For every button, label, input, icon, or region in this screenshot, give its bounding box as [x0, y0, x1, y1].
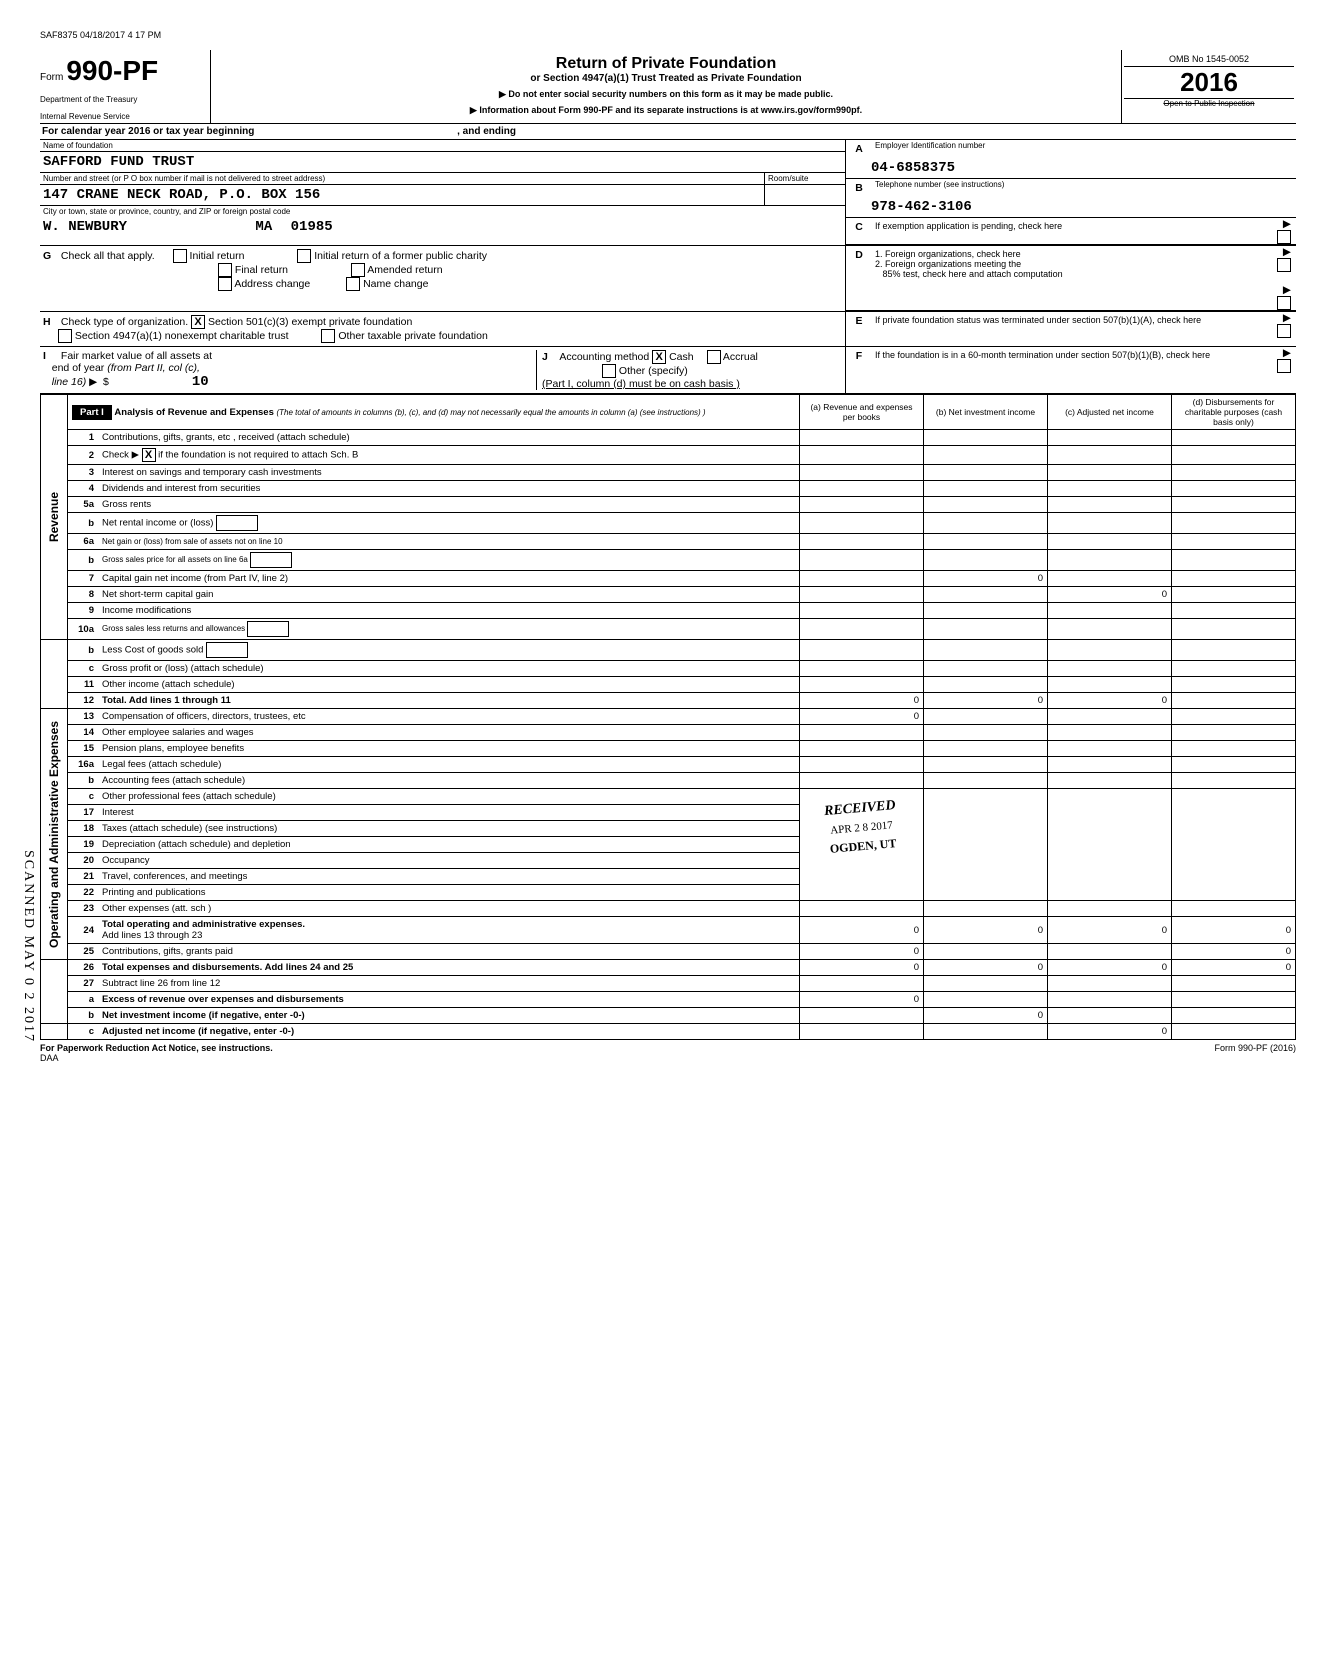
j-other-checkbox[interactable]: [602, 364, 616, 378]
form-number: 990-PF: [66, 55, 158, 87]
g-amended[interactable]: [351, 263, 365, 277]
scanned-stamp: SCANNED MAY 0 2 2017: [20, 850, 36, 1043]
j-accrual-checkbox[interactable]: [707, 350, 721, 364]
form-subtitle: or Section 4947(a)(1) Trust Treated as P…: [216, 73, 1116, 84]
street-address: 147 CRANE NECK ROAD, P.O. BOX 156: [40, 185, 764, 205]
box-d-letter: D: [846, 246, 872, 310]
phone-value: 978-462-3106: [846, 197, 1296, 217]
box-f-text: If the foundation is in a 60-month termi…: [872, 347, 1271, 373]
box-a-label: Employer Identification number: [872, 140, 1296, 158]
part1-table: Revenue Part I Analysis of Revenue and E…: [40, 394, 1296, 1040]
col-d-header: (d) Disbursements for charitable purpose…: [1172, 395, 1296, 430]
j-cash-checkbox[interactable]: [652, 350, 666, 364]
ein-value: 04-6858375: [846, 158, 1296, 178]
form-note-2: ▶ Information about Form 990-PF and its …: [216, 105, 1116, 116]
name-label: Name of foundation: [40, 140, 845, 152]
box-c-checkbox[interactable]: [1277, 230, 1291, 244]
box-c-text: If exemption application is pending, che…: [872, 218, 1271, 244]
box-c-letter: C: [846, 218, 872, 244]
dept-treasury: Department of the Treasury: [40, 95, 205, 104]
part1-title: Part I: [72, 405, 112, 420]
box-e-checkbox[interactable]: [1277, 324, 1291, 338]
h-501c3-checkbox[interactable]: [191, 315, 205, 329]
section-h: H Check type of organization. Section 50…: [40, 312, 845, 346]
footer: For Paperwork Reduction Act Notice, see …: [40, 1043, 1296, 1053]
section-g: G Check all that apply. Initial return I…: [40, 246, 845, 311]
col-b-header: (b) Net investment income: [924, 395, 1048, 430]
h-other-checkbox[interactable]: [321, 329, 335, 343]
col-c-header: (c) Adjusted net income: [1048, 395, 1172, 430]
revenue-side-label: Revenue: [45, 487, 63, 547]
g-initial-former[interactable]: [297, 249, 311, 263]
form-label: Form: [40, 72, 63, 83]
inspection-note: Open to Public Inspection: [1124, 99, 1294, 108]
box-d2-checkbox[interactable]: [1277, 296, 1291, 310]
fmv-value: 10: [112, 374, 209, 390]
form-header: Form 990-PF Department of the Treasury I…: [40, 50, 1296, 124]
box-d1-checkbox[interactable]: [1277, 258, 1291, 272]
form-note-1: ▶ Do not enter social security numbers o…: [216, 89, 1116, 100]
foundation-name: SAFFORD FUND TRUST: [40, 152, 845, 172]
received-stamp: RECEIVED APR 2 8 2017 OGDEN, UT: [802, 796, 921, 859]
room-label: Room/suite: [765, 173, 845, 185]
g-initial-return[interactable]: [173, 249, 187, 263]
g-address-change[interactable]: [218, 277, 232, 291]
omb-number: OMB No 1545-0052: [1124, 52, 1294, 67]
box-d2-text: Foreign organizations meeting the: [885, 259, 1021, 269]
city-label: City or town, state or province, country…: [40, 206, 845, 217]
box-d1-text: Foreign organizations, check here: [885, 249, 1021, 259]
calendar-year-row: For calendar year 2016 or tax year begin…: [40, 124, 1296, 140]
g-final-return[interactable]: [218, 263, 232, 277]
page-header: SAF8375 04/18/2017 4 17 PM: [40, 30, 1296, 40]
box-f-letter: F: [846, 347, 872, 373]
box-e-letter: E: [846, 312, 872, 338]
box-a-letter: A: [846, 140, 872, 158]
g-name-change[interactable]: [346, 277, 360, 291]
form-title: Return of Private Foundation: [216, 55, 1116, 73]
street-label: Number and street (or P O box number if …: [40, 173, 764, 185]
daa-label: DAA: [40, 1053, 1296, 1063]
line2-checkbox[interactable]: [142, 448, 156, 462]
box-e-text: If private foundation status was termina…: [872, 312, 1271, 338]
col-a-header: (a) Revenue and expenses per books: [800, 395, 924, 430]
city-state-zip: W. NEWBURY MA 01985: [40, 217, 845, 237]
h-4947-checkbox[interactable]: [58, 329, 72, 343]
expenses-side-label: Operating and Administrative Expenses: [45, 716, 63, 953]
box-f-checkbox[interactable]: [1277, 359, 1291, 373]
dept-irs: Internal Revenue Service: [40, 112, 205, 121]
section-i-j: I Fair market value of all assets at end…: [40, 347, 845, 393]
box-b-letter: B: [846, 179, 872, 197]
tax-year: 2016: [1124, 67, 1294, 99]
box-b-label: Telephone number (see instructions): [872, 179, 1296, 197]
